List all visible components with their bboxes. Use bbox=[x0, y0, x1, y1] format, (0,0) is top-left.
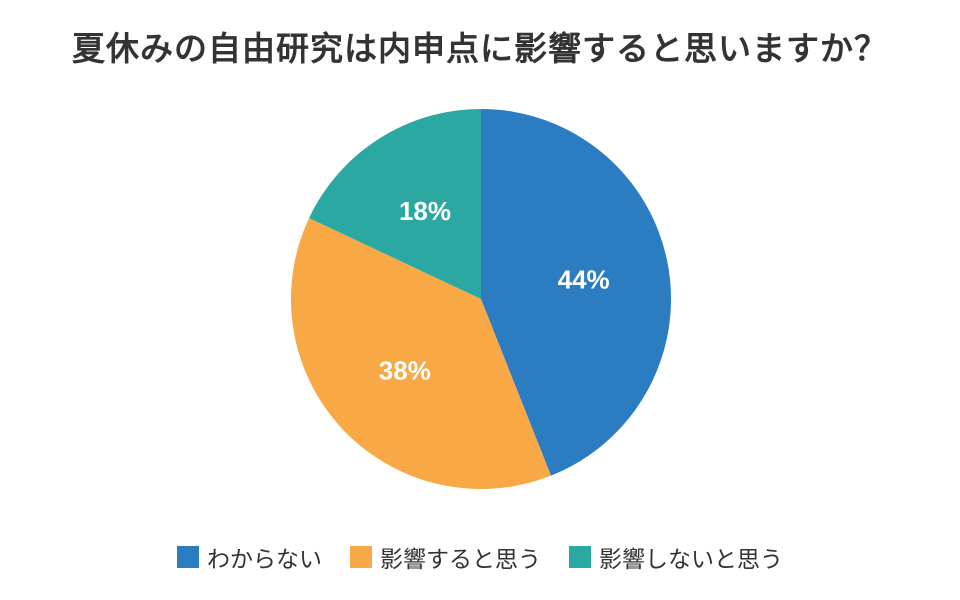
slice-label-unknown: 44% bbox=[558, 264, 610, 294]
slice-label-not-affects: 18% bbox=[399, 196, 451, 226]
legend-label-affects: 影響すると思う bbox=[380, 547, 541, 573]
legend-swatch-unknown bbox=[177, 546, 199, 568]
pie-slice-unknown bbox=[481, 109, 672, 476]
legend-label-unknown: わからない bbox=[207, 547, 322, 573]
legend-item-affects: 影響すると思う bbox=[350, 540, 541, 574]
legend-item-not-affects: 影響しないと思う bbox=[569, 540, 783, 574]
legend-item-unknown: わからない bbox=[177, 540, 322, 574]
pie-slices bbox=[290, 109, 672, 490]
legend-swatch-not-affects bbox=[569, 546, 591, 568]
legend: わからない 影響すると思う 影響しないと思う bbox=[0, 540, 960, 574]
pie-slice-affects bbox=[290, 218, 551, 490]
slice-labels: 44% 38% 18% bbox=[379, 196, 610, 386]
pie-slice-not-affects bbox=[309, 109, 481, 299]
slice-label-affects: 38% bbox=[379, 356, 431, 386]
legend-label-not-affects: 影響しないと思う bbox=[599, 547, 783, 573]
legend-swatch-affects bbox=[350, 546, 372, 568]
chart-title: 夏休みの自由研究は内申点に影響すると思いますか？ bbox=[72, 29, 888, 68]
